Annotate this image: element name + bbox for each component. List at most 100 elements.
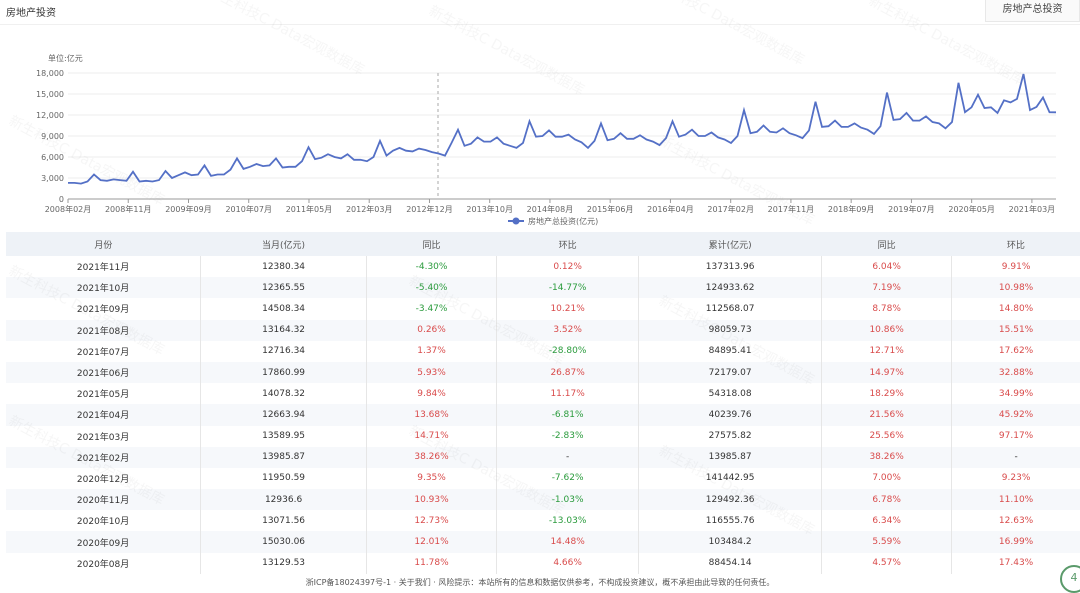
table-row: 2021年11月 12380.34 -4.30% 0.12% 137313.96 6.04… — [6, 256, 1080, 278]
table-row: 2020年12月 11950.59 9.35% -7.62% 141442.95 7.00… — [6, 467, 1080, 490]
table-cell: - — [496, 446, 639, 468]
table-cell: 10.93% — [365, 489, 497, 511]
header-divider — [0, 24, 1080, 25]
table-row: 2021年05月 14078.32 9.84% 11.17% 54318.08 18.29… — [6, 383, 1080, 405]
table-cell: 38.26% — [365, 446, 497, 468]
column-header[interactable]: 环比 — [951, 232, 1080, 256]
table-cell: 2021年09月 — [76, 305, 130, 316]
table-cell: 98059.73 — [638, 319, 822, 341]
table-row: 2020年11月 12936.6 10.93% -1.03% 129492.36 6.78… — [6, 489, 1080, 511]
table-cell: 6.04% — [821, 256, 952, 278]
table-cell: 12716.34 — [200, 340, 367, 362]
table-cell: 45.92% — [951, 404, 1080, 426]
table-cell: 3.52% — [496, 319, 639, 341]
x-tick-label: 2012年12月 — [406, 204, 453, 214]
x-tick-label: 2011年05月 — [286, 204, 333, 214]
table-cell: 11.78% — [365, 552, 497, 574]
table-cell: 7.19% — [821, 277, 952, 299]
unit-label: 单位:亿元 — [48, 53, 83, 63]
table-cell: 13985.87 — [200, 446, 367, 468]
table-cell: -3.47% — [365, 298, 497, 320]
table-cell: 12.73% — [365, 510, 497, 532]
table-cell: 12.01% — [365, 531, 497, 553]
line-chart: 单位:亿元 0 3,000 6,000 9,000 12,000 15,000 18,000… — [36, 53, 1057, 226]
x-tick-label: 2008年02月 — [45, 204, 92, 214]
series-line-total-investment[interactable] — [68, 73, 1057, 185]
table-cell: 12.71% — [821, 340, 952, 362]
y-tick-label: 15,000 — [36, 90, 64, 99]
legend[interactable]: 房地产总投资(亿元) — [508, 216, 598, 226]
table-row: 2020年10月 13071.56 12.73% -13.03% 116555.76 6.… — [6, 510, 1080, 532]
x-tick-label: 2010年07月 — [225, 204, 272, 214]
column-header[interactable]: 累计(亿元) — [638, 232, 822, 256]
table-cell: 54318.08 — [638, 383, 822, 405]
column-header[interactable]: 同比 — [366, 232, 497, 256]
table-row: 2021年02月 13985.87 38.26% -13985.87 38.26% - — [6, 446, 1080, 468]
floating-help-button[interactable]: 4 — [1060, 565, 1080, 593]
table-cell: 14.80% — [951, 298, 1080, 320]
x-tick-label: 2021年03月 — [1009, 204, 1056, 214]
table-cell: 25.56% — [821, 425, 952, 447]
table-cell: 2020年11月 — [6, 489, 201, 511]
table-cell: 5.59% — [821, 531, 952, 553]
column-header[interactable]: 月份 — [6, 232, 201, 256]
table-cell: 32.88% — [951, 361, 1080, 384]
table-cell: - — [951, 446, 1080, 468]
column-header[interactable]: 环比 — [496, 232, 639, 256]
tab-real-estate-investment[interactable]: 房地产总投资 — [985, 0, 1080, 22]
table-cell: 21.56% — [821, 404, 952, 426]
legend-dot-icon — [512, 217, 520, 225]
table-cell: 13164.32 — [200, 319, 367, 341]
table-row: 2021年03月 13589.95 14.71% -2.83% 27575.82 25.5… — [6, 425, 1080, 447]
table-cell: 15030.06 — [200, 531, 367, 553]
table-cell: 2021年10月 — [6, 277, 201, 299]
table-cell: 8.78% — [821, 298, 952, 320]
column-header[interactable]: 当月(亿元) — [200, 232, 367, 256]
table-cell: 6.78% — [821, 489, 952, 511]
table-cell: 15.51% — [951, 319, 1080, 341]
table-cell: 72179.07 — [638, 361, 822, 384]
table-cell: 9.91% — [951, 256, 1080, 278]
x-tick-label: 2020年05月 — [948, 204, 995, 214]
table-cell: 38.26% — [821, 446, 952, 468]
table-cell: 12936.6 — [200, 489, 367, 511]
table-cell: 2021年05月 — [76, 390, 130, 401]
table-cell: 11.17% — [496, 383, 639, 405]
y-tick-label: 12,000 — [36, 111, 64, 120]
table-cell: 7.00% — [821, 467, 952, 490]
table-cell: 9.23% — [951, 467, 1080, 490]
table-cell: -13.03% — [496, 510, 639, 532]
table-row: 2021年08月 13164.32 0.26% 3.52% 98059.73 10.86%… — [6, 319, 1080, 341]
table-cell: 84895.41 — [638, 340, 822, 362]
table-cell: 2021年03月 — [76, 432, 130, 443]
table-cell: 124933.62 — [638, 277, 822, 299]
table-row: 2020年09月 15030.06 12.01% 14.48% 103484.2 5.59… — [6, 531, 1080, 553]
table-cell: -28.80% — [496, 340, 639, 362]
table-cell: 14.48% — [496, 531, 639, 553]
table-cell: 12663.94 — [200, 404, 367, 426]
table-cell: 97.17% — [951, 425, 1080, 447]
table-cell: -1.03% — [496, 489, 639, 511]
table-cell: 2021年07月 — [76, 347, 130, 358]
x-tick-label: 2013年10月 — [466, 204, 513, 214]
table-cell: 5.93% — [365, 361, 497, 384]
x-tick-label: 2008年11月 — [105, 204, 152, 214]
table-cell: 2020年09月 — [6, 531, 201, 553]
x-tick-label: 2015年06月 — [587, 204, 634, 214]
table-cell: -2.83% — [496, 425, 639, 447]
table-cell: 27575.82 — [638, 425, 822, 447]
x-tick-label: 2009年09月 — [165, 204, 212, 214]
table-cell: 129492.36 — [638, 489, 822, 511]
x-tick-label: 2016年04月 — [647, 204, 694, 214]
table-cell: 116555.76 — [638, 510, 822, 532]
table-cell: 40239.76 — [638, 404, 822, 426]
column-header[interactable]: 同比 — [821, 232, 952, 256]
table-row: 2021年07月 12716.34 1.37% -28.80% 84895.41 12.7… — [6, 340, 1080, 362]
header-bar: 房地产投资 房地产总投资 — [0, 0, 1080, 24]
table-cell: -14.77% — [496, 277, 639, 299]
table-cell: 0.26% — [365, 319, 497, 341]
table-cell: 17.43% — [951, 552, 1080, 574]
table-cell: 1.37% — [365, 340, 497, 362]
table-cell: 18.29% — [821, 383, 952, 405]
table-cell: 17.62% — [951, 340, 1080, 362]
